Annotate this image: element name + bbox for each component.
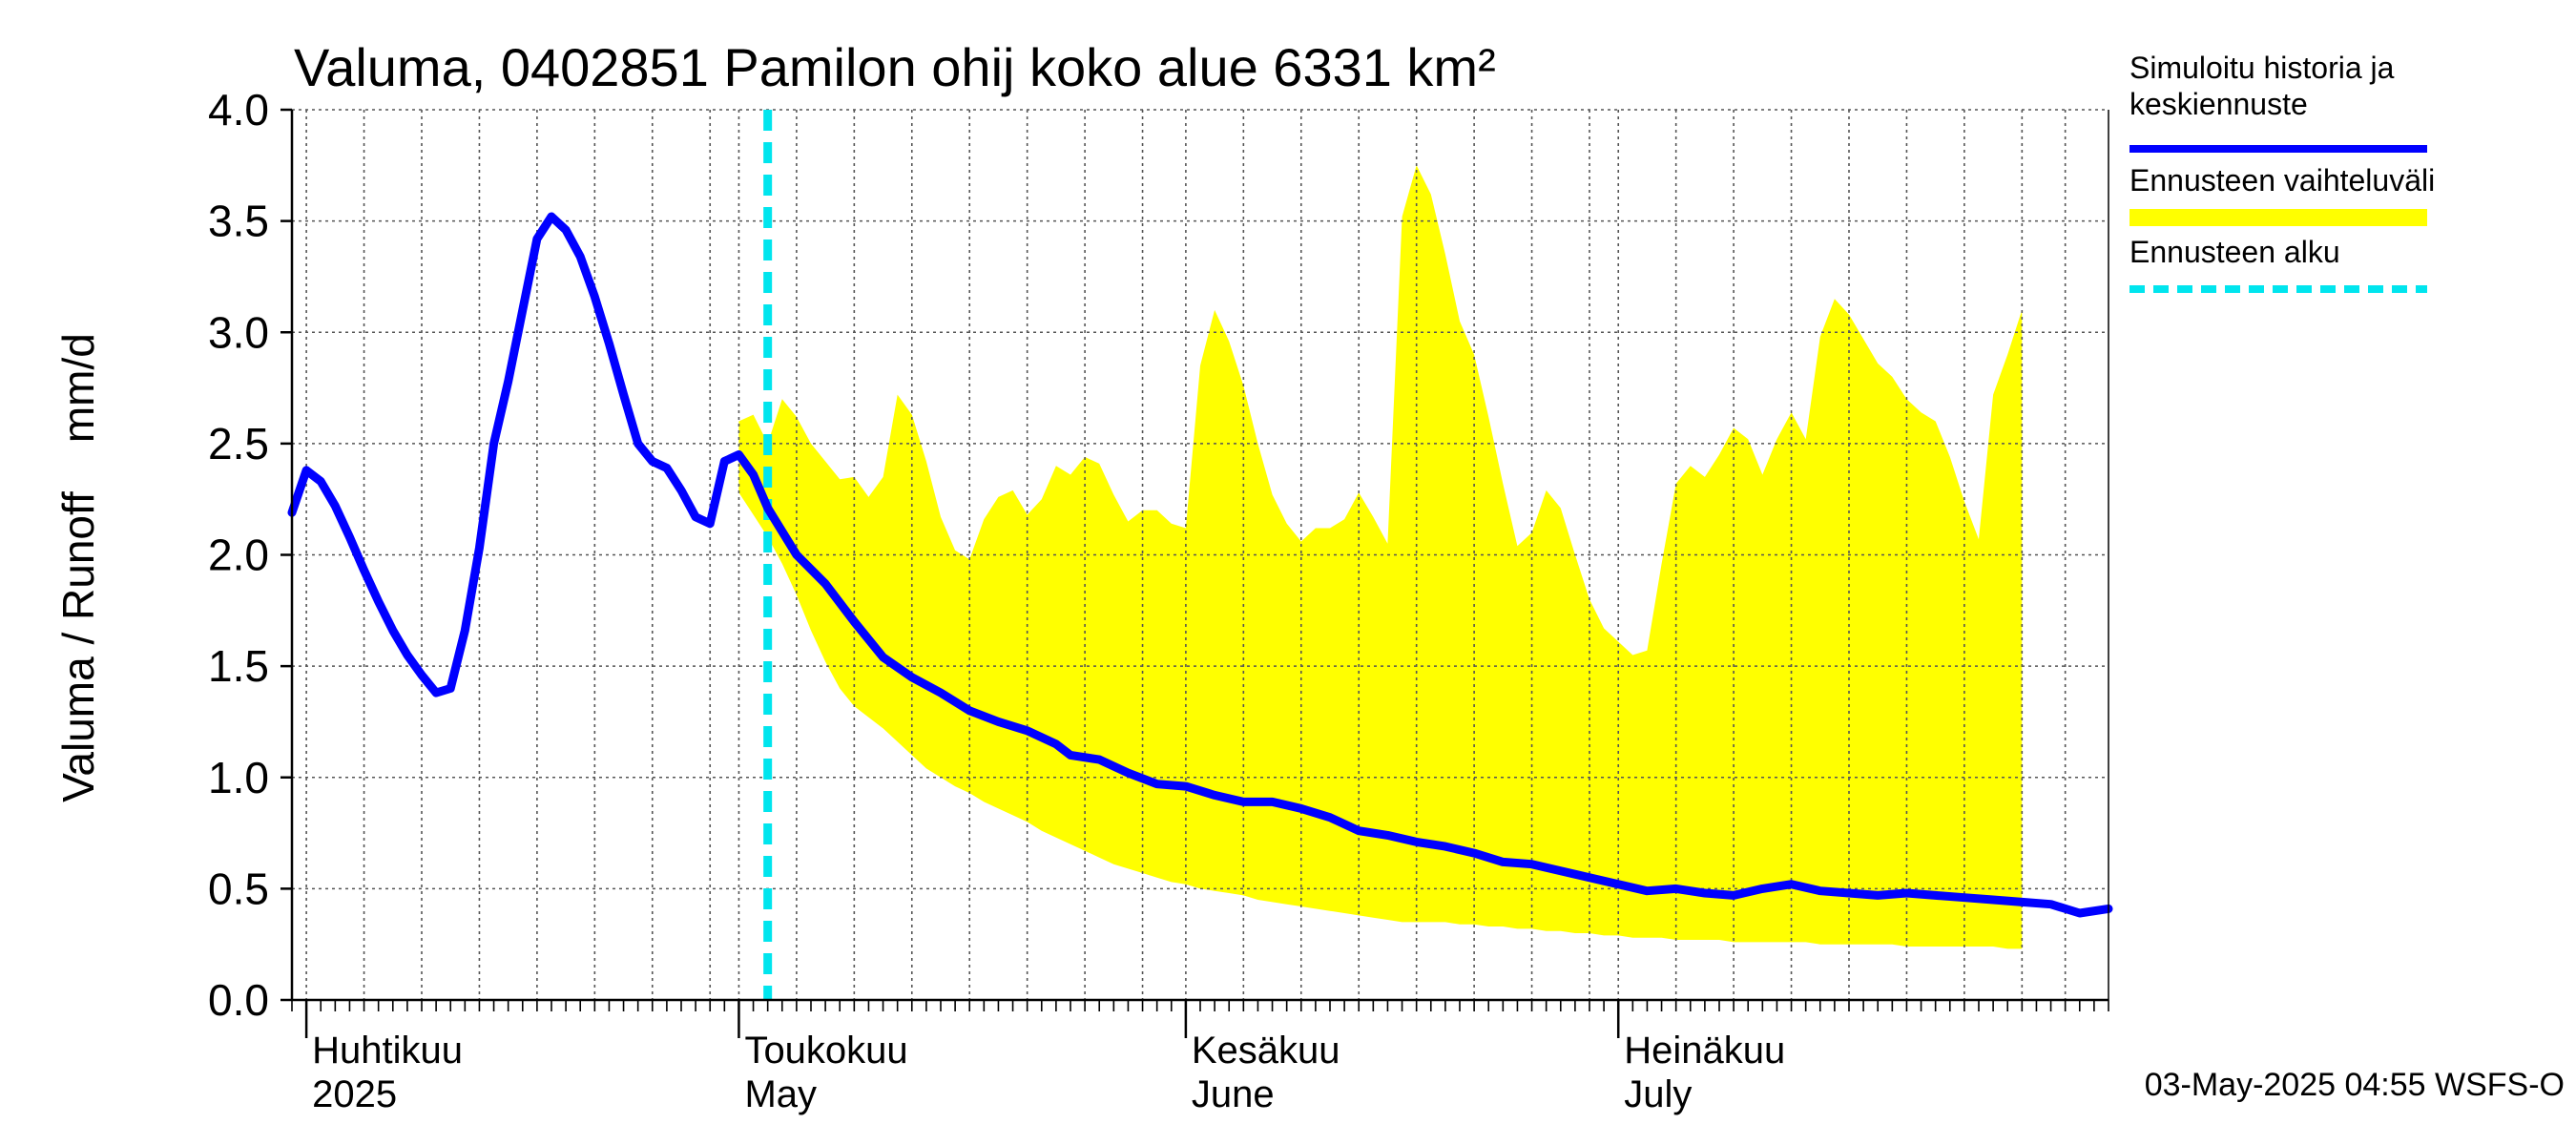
month-label-fi: Toukokuu xyxy=(744,1030,907,1072)
band-area xyxy=(738,165,2023,949)
month-label-fi: Kesäkuu xyxy=(1192,1030,1340,1072)
y-tick-label: 2.0 xyxy=(208,531,269,580)
month-label-en: June xyxy=(1192,1073,1275,1115)
month-label-en: July xyxy=(1624,1073,1692,1115)
y-axis-label: Valuma / Runoff mm/d xyxy=(53,333,103,802)
series xyxy=(287,212,2113,918)
series-line-mean xyxy=(287,212,2113,918)
grid xyxy=(292,109,2109,1001)
y-tick-label: 4.0 xyxy=(208,85,269,135)
y-tick-label: 0.0 xyxy=(208,975,269,1025)
legend-label: keskiennuste xyxy=(2129,87,2308,121)
timestamp-footer: 03-May-2025 04:55 WSFS-O xyxy=(2145,1067,2565,1103)
month-label-fi: Heinäkuu xyxy=(1624,1030,1785,1072)
y-tick-label: 1.0 xyxy=(208,753,269,802)
y-tick-label: 3.0 xyxy=(208,307,269,357)
month-label-en: 2025 xyxy=(312,1073,397,1115)
legend-swatch-band xyxy=(2129,209,2427,226)
y-tick-label: 2.5 xyxy=(208,419,269,468)
chart-title: Valuma, 0402851 Pamilon ohij koko alue 6… xyxy=(294,37,1496,97)
forecast-range-band xyxy=(738,165,2023,949)
y-tick-label: 0.5 xyxy=(208,864,269,913)
y-tick-label: 1.5 xyxy=(208,641,269,691)
y-tick-labels: 0.0 0.5 1.0 1.5 2.0 2.5 3.0 3.5 4.0 xyxy=(208,85,269,1025)
month-label-fi: Huhtikuu xyxy=(312,1030,463,1072)
legend-label: Ennusteen vaihteluväli xyxy=(2129,163,2435,198)
legend-label: Simuloitu historia ja xyxy=(2129,51,2395,85)
y-tick-label: 3.5 xyxy=(208,197,269,246)
legend-label: Ennusteen alku xyxy=(2129,235,2340,269)
axes xyxy=(280,108,2109,1038)
month-label-en: May xyxy=(744,1073,817,1115)
